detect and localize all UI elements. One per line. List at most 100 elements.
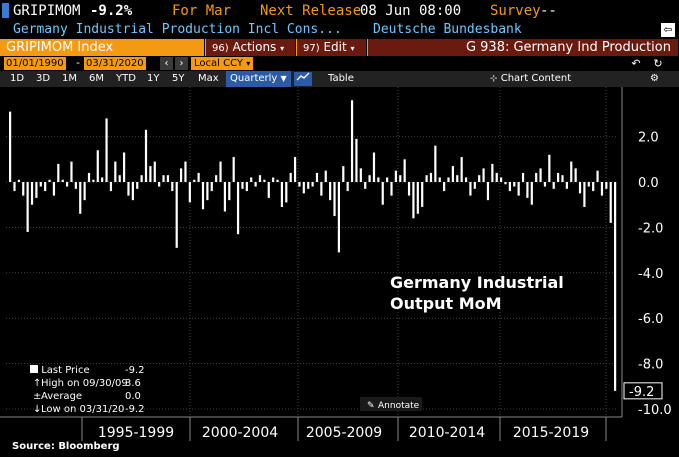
range-max[interactable]: Max [198, 73, 219, 84]
table-button[interactable]: Table [328, 73, 354, 84]
bar [57, 163, 60, 182]
start-date-input[interactable]: 01/01/1990 [4, 57, 66, 70]
bar [285, 182, 288, 203]
bar [355, 138, 358, 182]
bar [197, 172, 200, 182]
bar [368, 175, 371, 182]
actions-button[interactable]: 96) Actions ▾ [206, 39, 296, 56]
y-tick-label: -2.0 [638, 221, 663, 236]
bar [386, 177, 389, 182]
undo-icon[interactable]: ↶ [631, 57, 641, 70]
bar [188, 182, 191, 203]
line-chart-icon[interactable] [294, 72, 312, 86]
bar [407, 182, 411, 196]
actions-label: Actions [232, 40, 277, 54]
bar [500, 177, 503, 182]
legend-high-label: High on 09/30/09 [41, 378, 128, 389]
annotate-label: Annotate [378, 401, 420, 411]
range-3d[interactable]: 3D [36, 73, 51, 84]
chart-content-button[interactable]: ⊹ Chart Content [490, 71, 571, 87]
bar [574, 168, 577, 182]
edit-button[interactable]: 97) Edit ▾ [297, 39, 367, 56]
bar [438, 177, 441, 182]
annotate-button[interactable]: ✎ Annotate [360, 397, 422, 411]
bar [175, 182, 178, 248]
plus-minus-icon: ± [33, 391, 42, 402]
end-date-input[interactable]: 03/31/2020 [84, 57, 146, 70]
range-1y[interactable]: 1Y [147, 73, 160, 84]
bar [219, 161, 222, 182]
last-value-label: -9.2 [629, 385, 654, 400]
bar [513, 182, 516, 187]
down-icon: ↓ [33, 404, 42, 415]
up-icon: ↑ [33, 378, 42, 389]
y-tick-label: -4.0 [638, 267, 663, 282]
bar [350, 100, 354, 182]
ticker-header: GRIPIMOM -9.2% For Mar Next Release 08 J… [0, 0, 679, 22]
bar [381, 182, 384, 205]
edit-label: Edit [323, 40, 347, 54]
bar [359, 168, 362, 182]
refresh-icon[interactable]: ↻ [653, 57, 663, 70]
ticker-symbol[interactable]: GRIPIMOM [13, 3, 81, 19]
range-ytd[interactable]: YTD [116, 73, 136, 84]
pencil-icon: ✎ [367, 401, 375, 411]
bar [236, 182, 240, 235]
bar [258, 175, 262, 182]
bar [464, 177, 468, 182]
bar [35, 182, 38, 198]
bar [517, 182, 520, 196]
bar [565, 182, 568, 189]
legend-average-label: Average [41, 391, 83, 402]
bar [521, 172, 525, 182]
bar [324, 170, 327, 182]
bar [346, 182, 349, 192]
description-bar: Germany Industrial Production Incl Cons.… [0, 22, 679, 39]
survey-label: Survey [490, 3, 541, 19]
bar [451, 166, 454, 182]
security-field[interactable]: GRIPIMOM Index [0, 39, 205, 56]
range-5y[interactable]: 5Y [172, 73, 185, 84]
bar [460, 157, 463, 182]
bar [403, 159, 406, 182]
range-1m[interactable]: 1M [62, 73, 77, 84]
bar [298, 182, 301, 187]
bar [250, 177, 253, 182]
source-credit: Source: Bloomberg [12, 441, 120, 452]
bar [377, 177, 380, 182]
bar [9, 111, 12, 182]
bar [530, 182, 533, 205]
bar [105, 118, 108, 182]
bar [65, 182, 69, 187]
bar [600, 182, 604, 196]
chevron-right-icon[interactable]: › [175, 57, 188, 70]
bar [561, 175, 564, 182]
range-1d[interactable]: 1D [10, 73, 25, 84]
range-6m[interactable]: 6M [89, 73, 104, 84]
currency-label: Local CCY [194, 58, 243, 69]
bar [245, 182, 248, 192]
bar [416, 182, 419, 214]
bar [193, 179, 196, 182]
legend-last-price[interactable]: Last Price [30, 365, 90, 376]
ticker-marker [2, 3, 9, 18]
y-tick-label: -6.0 [638, 312, 663, 327]
chart-page-title: G 938: Germany Ind Production [465, 40, 671, 55]
chart-area: 2.0 0.0 -2.0 -4.0 -6.0 -8.0 -10.0 -9.2 1995-199… [0, 87, 672, 441]
frequency-select[interactable]: Quarterly ▼ [226, 71, 291, 87]
bar [491, 163, 494, 182]
chevron-left-icon[interactable]: ‹ [160, 57, 173, 70]
bar [508, 182, 511, 192]
bar [136, 182, 139, 189]
bar [184, 161, 187, 182]
gear-icon[interactable]: ⚙ [650, 73, 659, 84]
bar [337, 182, 341, 253]
bar [153, 161, 156, 182]
export-icon[interactable]: ⇦ [661, 23, 675, 37]
currency-select[interactable]: Local CCY ▾ [191, 57, 254, 70]
edit-number: 97) [303, 43, 320, 54]
bar [109, 182, 113, 192]
bar [30, 182, 34, 205]
survey-value: -- [540, 3, 557, 19]
bar [583, 182, 586, 207]
